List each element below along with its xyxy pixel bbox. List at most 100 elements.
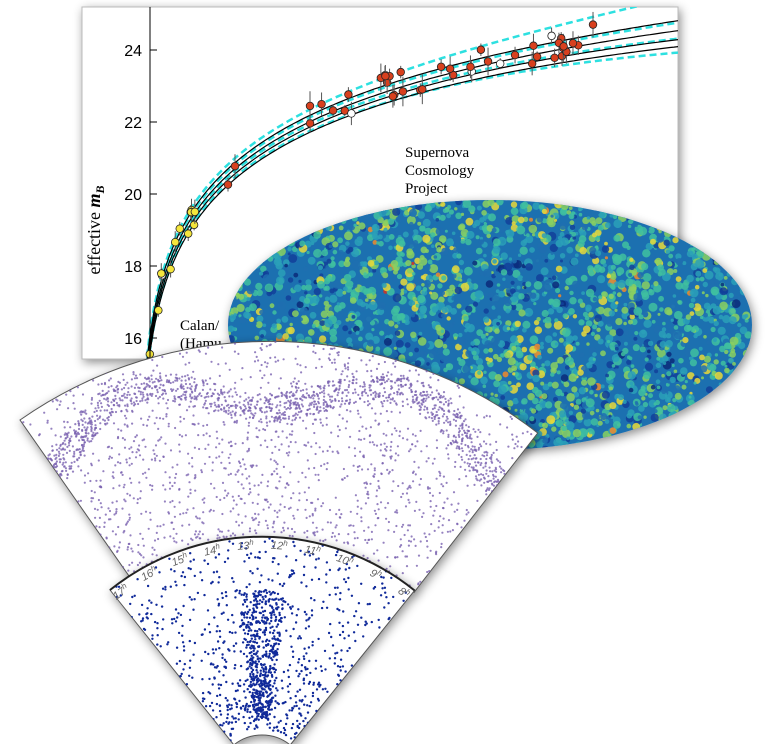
cmb-spot (458, 333, 462, 337)
cmb-spot (696, 277, 700, 281)
cmb-spot (319, 294, 322, 297)
cmb-spot (514, 341, 519, 346)
galaxy (64, 465, 66, 467)
cmb-spot (395, 231, 398, 234)
galaxy (248, 422, 250, 424)
cmb-spot (745, 230, 751, 236)
galaxy (299, 364, 301, 366)
cmb-spot (597, 275, 605, 283)
cmb-spot (714, 406, 720, 412)
cmb-spot (511, 365, 517, 371)
cmb-spot (674, 385, 681, 392)
cmb-spot (680, 418, 686, 424)
galaxy (241, 483, 243, 485)
cmb-spot (488, 199, 495, 206)
cmb-spot (645, 357, 649, 361)
galaxy (235, 521, 237, 523)
galaxy (179, 513, 181, 515)
cmb-spot (650, 434, 658, 442)
galaxy (254, 412, 256, 414)
galaxy (219, 499, 221, 501)
cmb-spot (742, 263, 747, 268)
cmb-spot (551, 252, 554, 255)
galaxy (407, 403, 409, 405)
cmb-spot (693, 213, 701, 221)
galaxy (483, 482, 485, 484)
cmb-spot (704, 356, 711, 363)
y-tick-label: 22 (124, 115, 142, 132)
galaxy (235, 474, 237, 476)
cmb-spot (457, 304, 462, 309)
cmb-spot (522, 321, 530, 329)
cmb-spot (595, 250, 601, 256)
cmb-spot (292, 310, 299, 317)
galaxy (223, 536, 225, 538)
cmb-spot (706, 217, 713, 224)
cmb-spot (746, 250, 751, 255)
cmb-spot (497, 315, 501, 319)
galaxy (449, 421, 451, 423)
galaxy (154, 539, 156, 541)
cmb-spot (715, 420, 724, 429)
galaxy (47, 420, 49, 422)
galaxy (131, 378, 133, 380)
galaxy (471, 441, 473, 443)
galaxy (219, 375, 221, 377)
galaxy (185, 383, 187, 385)
galaxy (388, 521, 390, 523)
cmb-spot (615, 347, 619, 351)
galaxy (149, 512, 151, 514)
galaxy (56, 465, 58, 467)
cmb-spot (686, 275, 694, 283)
data-point (167, 265, 175, 273)
cmb-spot (556, 266, 563, 273)
galaxy (341, 400, 343, 402)
galaxy (109, 456, 111, 458)
cmb-spot (509, 257, 512, 260)
galaxy (326, 462, 328, 464)
galaxy (490, 456, 492, 458)
cmb-spot (690, 289, 699, 298)
galaxy (269, 398, 271, 400)
cmb-spot (713, 406, 717, 410)
cmb-spot (705, 405, 711, 411)
galaxy (232, 496, 234, 498)
galaxy (254, 513, 256, 515)
cmb-spot (746, 408, 752, 414)
galaxy (129, 534, 131, 536)
galaxy (447, 436, 449, 438)
galaxy (179, 353, 181, 355)
galaxy (460, 456, 462, 458)
cmb-spot (558, 236, 562, 240)
galaxy (130, 548, 132, 550)
cmb-spot (690, 359, 697, 366)
cmb-spot (676, 258, 683, 265)
galaxy (305, 397, 307, 399)
cmb-spot (446, 289, 454, 297)
cmb-spot (680, 412, 685, 417)
galaxy (357, 394, 359, 396)
cmb-spot (451, 297, 455, 301)
galaxy (323, 407, 325, 409)
cmb-spot (695, 285, 700, 290)
cmb-spot (738, 234, 741, 237)
galaxy (415, 435, 417, 437)
cmb-spot (570, 220, 575, 225)
cmb-spot (421, 247, 428, 254)
galaxy (383, 400, 385, 402)
galaxy (55, 444, 57, 446)
cmb-spot (389, 234, 395, 240)
cmb-spot (324, 286, 329, 291)
galaxy (288, 418, 290, 420)
cmb-spot (257, 290, 263, 296)
cmb-spot (411, 262, 414, 265)
galaxy (261, 474, 263, 476)
cmb-spot (638, 415, 642, 419)
cmb-spot (313, 249, 322, 258)
galaxy (486, 469, 488, 471)
galaxy (432, 462, 434, 464)
galaxy (242, 458, 244, 460)
galaxy (407, 428, 409, 430)
cmb-spot (728, 345, 732, 349)
cmb-spot (672, 364, 675, 367)
